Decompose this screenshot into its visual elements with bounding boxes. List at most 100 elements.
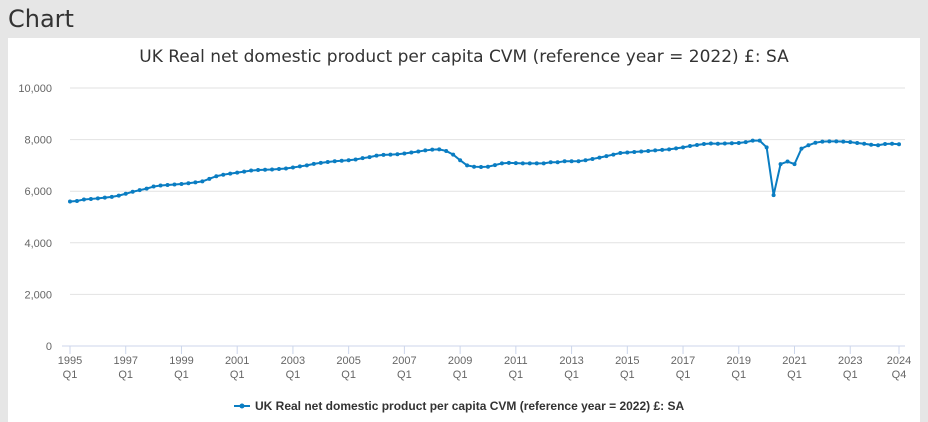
line-chart: UK Real net domestic product per capita … — [18, 47, 911, 413]
x-tick-label: Q1 — [63, 369, 78, 381]
data-point — [228, 171, 233, 176]
data-point — [346, 158, 351, 163]
data-point — [625, 150, 630, 155]
data-point — [416, 149, 421, 154]
data-point — [353, 157, 358, 162]
data-point — [778, 162, 783, 167]
data-point — [276, 167, 281, 172]
data-point — [883, 141, 888, 146]
data-point — [151, 184, 156, 189]
data-point — [827, 139, 832, 144]
data-point — [297, 164, 302, 169]
data-point — [527, 161, 532, 166]
data-point — [388, 152, 393, 157]
data-point — [339, 158, 344, 163]
data-point — [869, 142, 874, 147]
data-point — [68, 199, 72, 204]
data-point — [736, 140, 741, 145]
x-tick-label: 2011 — [504, 355, 528, 367]
section-heading: Chart — [8, 5, 74, 33]
data-point — [451, 152, 456, 157]
y-tick-label: 2,000 — [24, 289, 52, 301]
data-point — [520, 161, 525, 166]
x-tick-label: 2007 — [392, 355, 416, 367]
x-tick-label: 2001 — [225, 355, 249, 367]
data-point — [862, 141, 867, 146]
data-point — [88, 196, 93, 201]
data-point — [137, 188, 142, 193]
x-tick-label: 2003 — [281, 355, 305, 367]
data-point — [771, 193, 776, 198]
x-tick-label: Q4 — [892, 369, 907, 381]
y-tick-label: 6,000 — [24, 186, 52, 198]
data-point — [813, 140, 818, 145]
x-tick-label: Q1 — [341, 369, 356, 381]
y-tick-label: 8,000 — [24, 135, 52, 147]
x-tick-label: Q1 — [509, 369, 524, 381]
x-tick-label: 2024 — [887, 355, 911, 367]
x-tick-label: Q1 — [286, 369, 301, 381]
data-point — [701, 141, 706, 146]
data-point — [590, 156, 595, 161]
y-tick-label: 10,000 — [18, 83, 52, 95]
x-tick-label: 2015 — [615, 355, 639, 367]
data-point — [221, 172, 226, 177]
data-point — [458, 158, 463, 163]
data-point — [465, 163, 470, 168]
data-point — [235, 170, 240, 175]
legend-marker-icon — [239, 403, 245, 409]
data-point — [374, 153, 379, 158]
x-tick-label: 2009 — [448, 355, 472, 367]
data-point — [688, 144, 693, 149]
data-point — [256, 168, 261, 173]
data-point — [541, 161, 546, 166]
data-point — [897, 142, 901, 147]
data-point — [109, 194, 114, 199]
x-tick-label: Q1 — [397, 369, 412, 381]
data-point — [402, 151, 407, 156]
data-point — [618, 151, 623, 156]
data-point — [639, 149, 644, 154]
data-point — [130, 189, 135, 194]
y-tick-label: 0 — [46, 341, 52, 353]
chart-title: UK Real net domestic product per capita … — [139, 47, 789, 67]
data-point — [848, 140, 853, 145]
data-point — [395, 152, 400, 157]
x-tick-label: Q1 — [620, 369, 635, 381]
data-point — [743, 140, 748, 145]
data-point — [367, 155, 372, 160]
data-point — [186, 181, 191, 186]
data-point — [485, 164, 490, 169]
x-tick-label: Q1 — [676, 369, 691, 381]
data-point — [534, 161, 539, 166]
x-tick-label: Q1 — [174, 369, 189, 381]
data-point — [311, 161, 316, 166]
data-point — [764, 145, 769, 150]
data-point — [437, 147, 442, 152]
x-tick-label: 2019 — [727, 355, 751, 367]
x-tick-label: Q1 — [843, 369, 858, 381]
x-tick-label: Q1 — [230, 369, 245, 381]
data-point — [876, 143, 881, 148]
data-point — [249, 168, 254, 173]
data-point — [325, 160, 330, 165]
data-point — [722, 141, 727, 146]
data-point — [729, 141, 734, 146]
data-point — [81, 197, 86, 202]
data-point — [263, 167, 268, 172]
data-point — [653, 148, 658, 153]
data-point — [179, 181, 184, 186]
x-tick-label: 2013 — [559, 355, 583, 367]
data-point — [694, 143, 699, 148]
data-point — [576, 159, 581, 164]
x-tick-label: 2017 — [671, 355, 695, 367]
data-point — [834, 139, 839, 144]
data-point — [583, 158, 588, 163]
x-tick-label: Q1 — [453, 369, 468, 381]
data-point — [548, 160, 553, 165]
data-point — [193, 180, 198, 185]
x-tick-label: 2023 — [838, 355, 862, 367]
data-point — [506, 160, 511, 165]
data-point — [674, 146, 679, 151]
data-point — [499, 161, 504, 166]
